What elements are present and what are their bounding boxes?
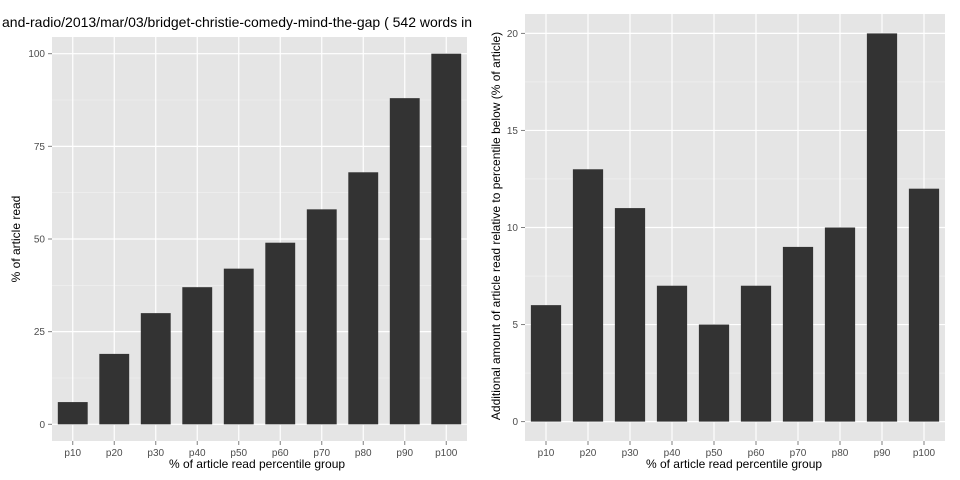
x-tick-label: p90 bbox=[396, 448, 413, 459]
chart-title: and-radio/2013/mar/03/bridget-christie-c… bbox=[2, 14, 472, 30]
bar-p30 bbox=[614, 208, 646, 422]
y-tick-label: 20 bbox=[507, 29, 519, 40]
x-tick-label: p100 bbox=[913, 448, 936, 459]
x-tick-label: p90 bbox=[874, 448, 891, 459]
y-tick-label: 10 bbox=[507, 223, 519, 234]
bar-p40 bbox=[656, 285, 688, 422]
bar-p70 bbox=[306, 209, 337, 425]
y-tick-label: 5 bbox=[512, 320, 518, 331]
bar-p100 bbox=[908, 188, 940, 422]
bar-p80 bbox=[824, 227, 856, 422]
bar-p60 bbox=[265, 242, 296, 425]
bar-p50 bbox=[223, 268, 254, 425]
x-tick-label: p30 bbox=[147, 448, 164, 459]
bar-p20 bbox=[572, 169, 604, 422]
bars bbox=[57, 53, 462, 425]
x-axis-label: % of article read percentile group bbox=[646, 457, 822, 471]
x-tick-label: p30 bbox=[622, 448, 639, 459]
bar-p10 bbox=[530, 305, 562, 422]
x-tick-label: p40 bbox=[664, 448, 681, 459]
x-tick-label: p60 bbox=[748, 448, 765, 459]
x-tick-label: p70 bbox=[790, 448, 807, 459]
x-tick-label: p50 bbox=[230, 448, 247, 459]
x-axis-ticks: p10 p20 p30 p40 p50 p60 p70 p80 p90 p100 bbox=[538, 441, 936, 459]
x-tick-label: p20 bbox=[106, 448, 123, 459]
bar-p90 bbox=[866, 33, 898, 422]
bar-p20 bbox=[99, 353, 130, 425]
x-tick-label: p80 bbox=[355, 448, 372, 459]
bar-p90 bbox=[389, 98, 420, 425]
bar-p30 bbox=[140, 313, 171, 425]
chart-additional-read: 0 5 10 15 20 p10 p20 p30 p40 p50 p60 p70 p80 p90 p100… bbox=[489, 14, 945, 471]
x-tick-label: p60 bbox=[272, 448, 289, 459]
bar-p80 bbox=[348, 172, 379, 425]
x-tick-label: p10 bbox=[64, 448, 81, 459]
x-tick-label: p10 bbox=[538, 448, 555, 459]
y-tick-label: 15 bbox=[507, 126, 519, 137]
x-tick-label: p50 bbox=[706, 448, 723, 459]
x-tick-label: p20 bbox=[580, 448, 597, 459]
y-tick-label: 75 bbox=[34, 142, 46, 153]
y-tick-label: 25 bbox=[34, 327, 46, 338]
y-axis-ticks: 0 25 50 75 100 bbox=[28, 49, 52, 431]
y-axis-ticks: 0 5 10 15 20 bbox=[507, 29, 525, 428]
bar-p50 bbox=[698, 324, 730, 422]
y-axis-label: % of article read bbox=[9, 196, 23, 283]
y-tick-label: 100 bbox=[28, 49, 45, 60]
bar-p60 bbox=[740, 285, 772, 422]
bar-p70 bbox=[782, 246, 814, 422]
x-axis-ticks: p10 p20 p30 p40 p50 p60 p70 p80 p90 p100 bbox=[64, 441, 458, 459]
bar-p100 bbox=[431, 53, 462, 425]
x-tick-label: p100 bbox=[435, 448, 458, 459]
bar-p40 bbox=[182, 287, 213, 425]
y-tick-label: 50 bbox=[34, 235, 46, 246]
bars bbox=[530, 33, 940, 422]
y-axis-label: Additional amount of article read relati… bbox=[489, 32, 503, 420]
x-tick-label: p70 bbox=[313, 448, 330, 459]
x-tick-label: p80 bbox=[832, 448, 849, 459]
x-axis-label: % of article read percentile group bbox=[169, 457, 345, 471]
bar-p10 bbox=[57, 402, 88, 425]
x-tick-label: p40 bbox=[189, 448, 206, 459]
y-tick-label: 0 bbox=[512, 417, 518, 428]
y-tick-label: 0 bbox=[39, 420, 45, 431]
